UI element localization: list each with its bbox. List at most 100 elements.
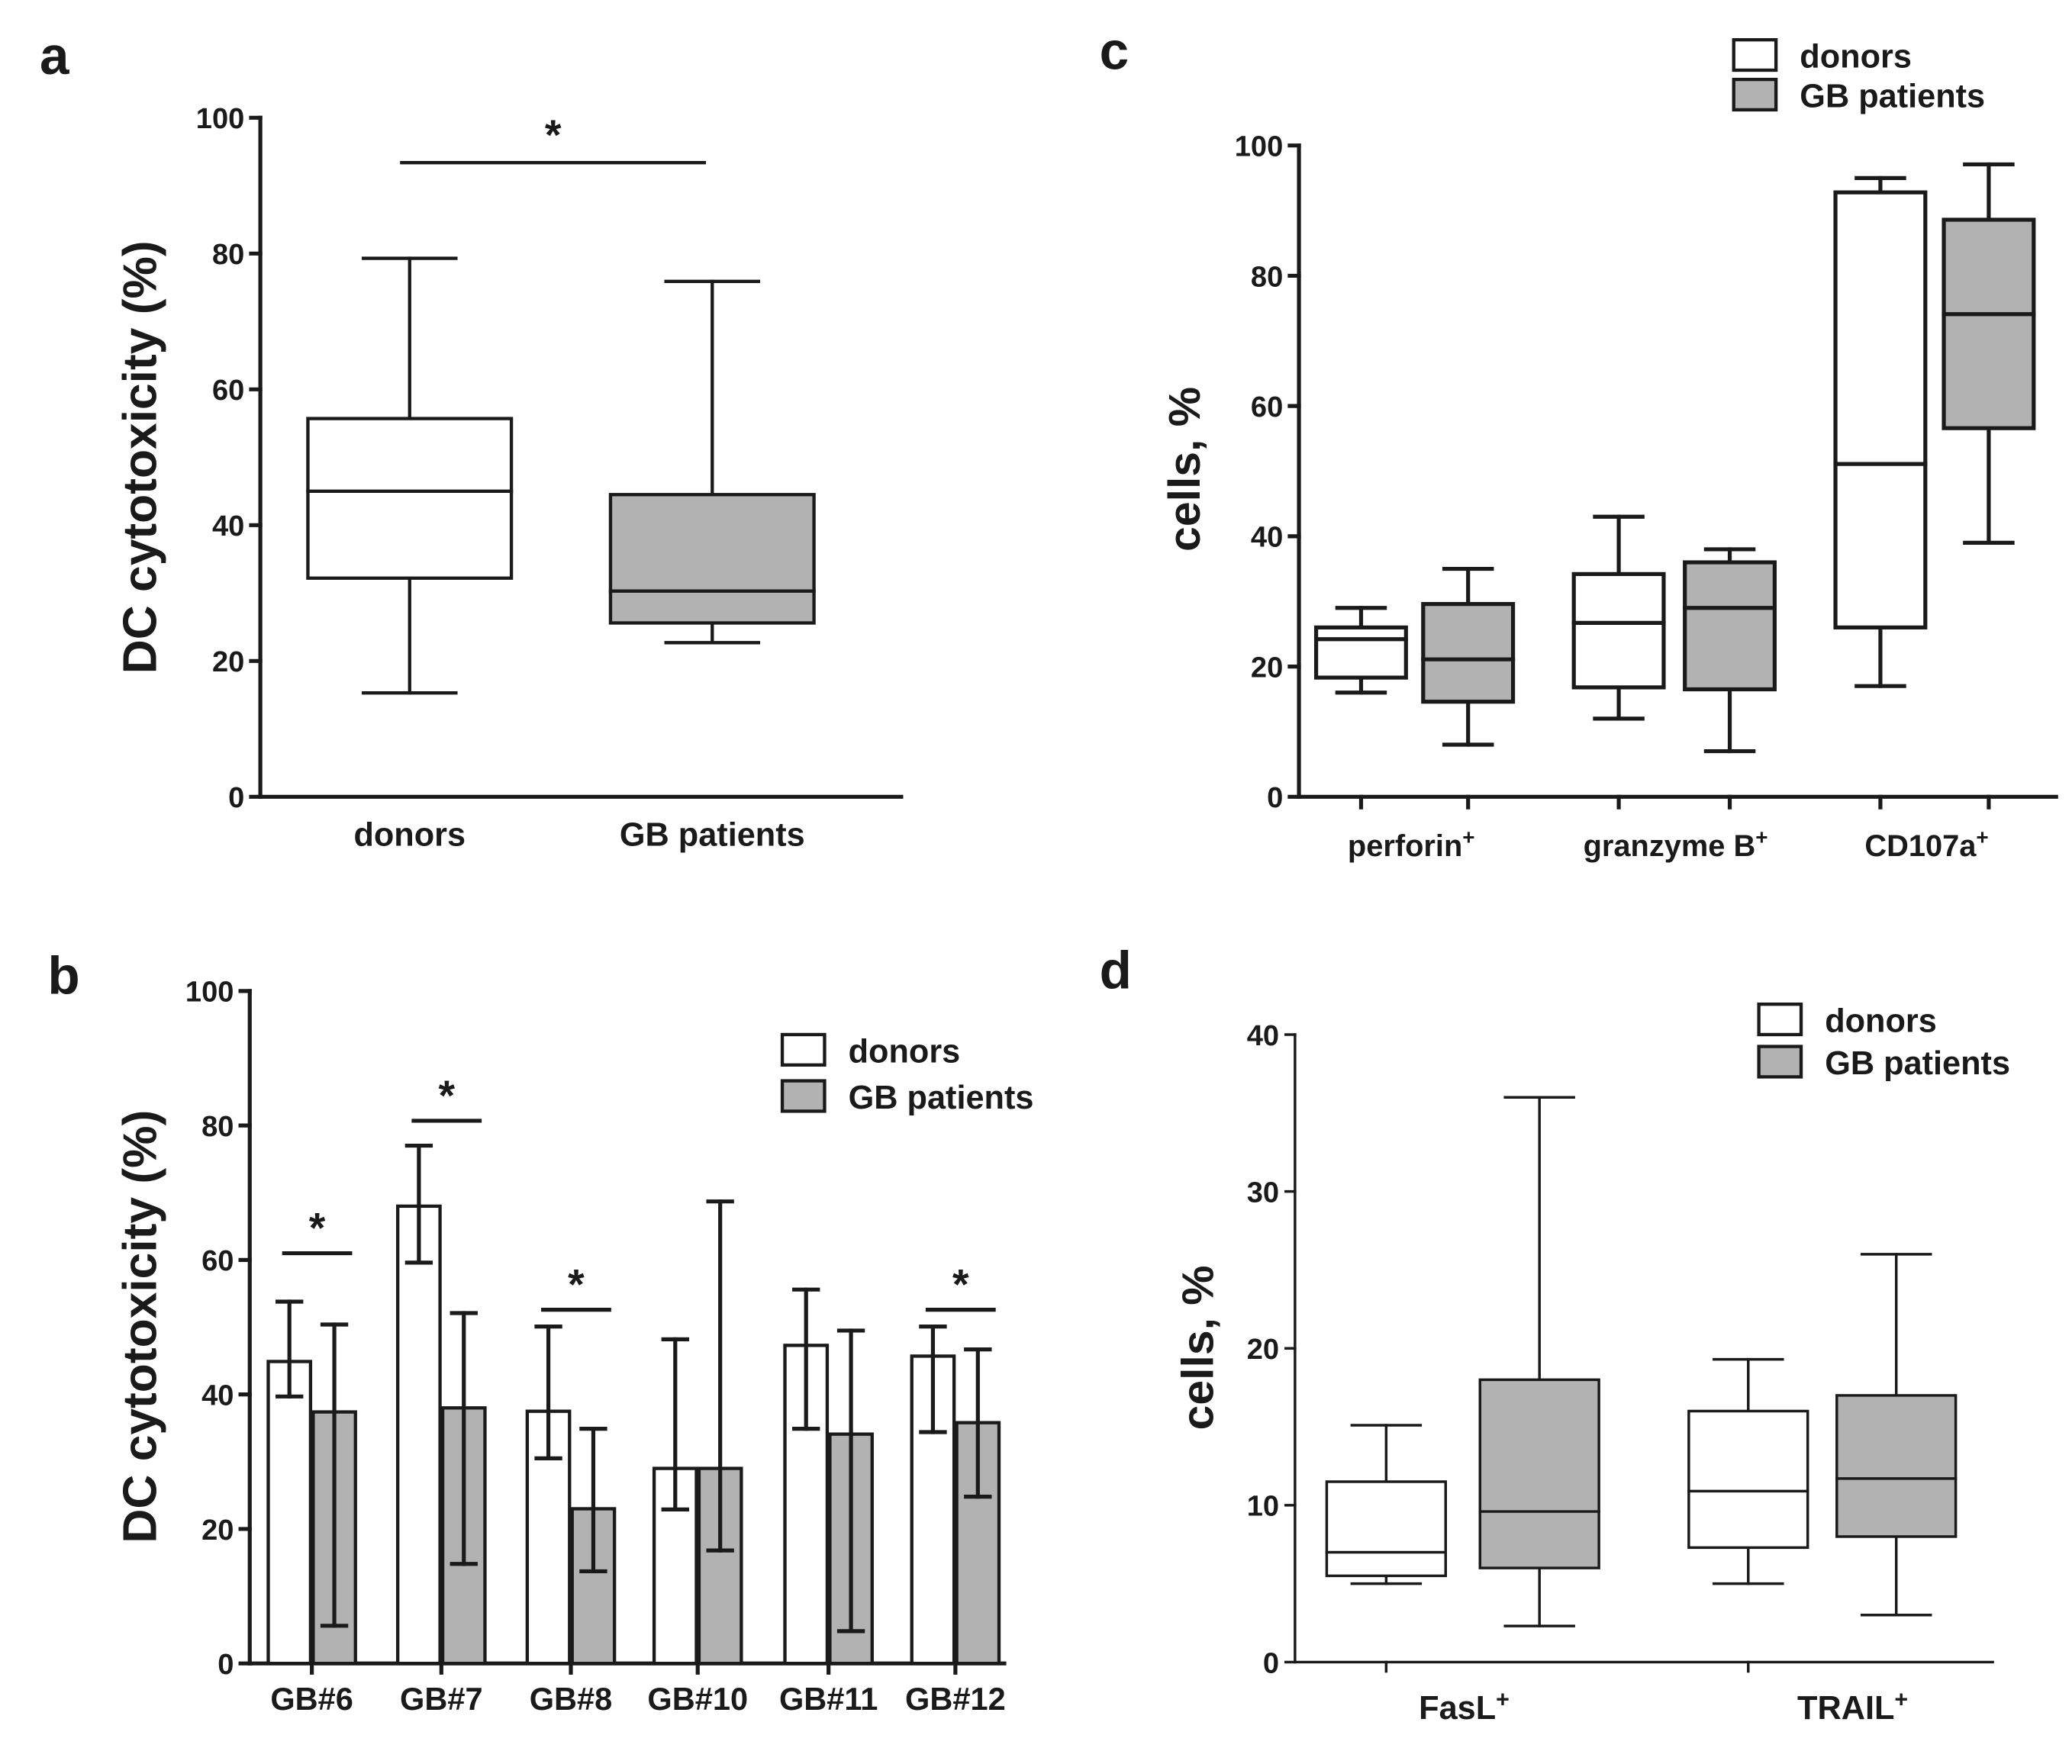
x-tick-label: GB#10 bbox=[647, 1681, 748, 1717]
x-tick-label-sup: + bbox=[1976, 826, 1988, 849]
x-tick-label: CD107a+ bbox=[1864, 826, 1988, 864]
y-tick-label: 20 bbox=[201, 1515, 234, 1547]
box-donors bbox=[1687, 1357, 1809, 1585]
box-donors bbox=[1833, 175, 1928, 688]
bar-donors bbox=[652, 1466, 698, 1666]
x-tick-label-base: granzyme B bbox=[1584, 829, 1756, 863]
y-tick-label: 20 bbox=[1247, 1334, 1279, 1366]
box-iqr bbox=[608, 493, 816, 625]
y-tick-label: 0 bbox=[1263, 1647, 1279, 1679]
box-iqr bbox=[1835, 1394, 1958, 1538]
significance-star: * bbox=[568, 1261, 585, 1309]
legend-swatch-gb-patients bbox=[1732, 77, 1778, 112]
x-tick-label: FasL+ bbox=[1419, 1687, 1510, 1727]
x-tick-label-sup: + bbox=[1462, 826, 1474, 849]
y-tick-label: 0 bbox=[218, 1649, 234, 1681]
panel-a: a 0 20 40 60 80 100 DC cytotoxicity (%) donors GB… bbox=[40, 26, 904, 853]
box-iqr bbox=[1833, 190, 1928, 629]
y-tick-label: 100 bbox=[185, 977, 234, 1009]
legend-label: donors bbox=[1825, 1003, 1937, 1040]
legend-label: GB patients bbox=[849, 1080, 1034, 1116]
y-axis-label: DC cytotoxicity (%) bbox=[114, 1110, 166, 1544]
x-tick-label: GB#8 bbox=[530, 1681, 613, 1717]
y-axis-label: DC cytotoxicity (%) bbox=[114, 240, 166, 674]
legend-swatch-donors bbox=[1757, 1002, 1803, 1037]
box-iqr bbox=[1683, 560, 1777, 692]
y-tick-label: 60 bbox=[1251, 391, 1283, 423]
y-tick-label: 0 bbox=[1267, 782, 1283, 814]
panel-letter-b: b bbox=[47, 945, 79, 1005]
legend-label: GB patients bbox=[1825, 1045, 2010, 1082]
y-tick-label: 20 bbox=[1251, 652, 1283, 684]
y-tick-label: 0 bbox=[228, 782, 244, 814]
y-tick-label: 40 bbox=[1251, 522, 1283, 554]
y-tick-label: 30 bbox=[1247, 1177, 1279, 1209]
panel-letter-d: d bbox=[1100, 940, 1132, 999]
box-iqr bbox=[1941, 217, 2036, 430]
x-tick-label: GB patients bbox=[620, 816, 805, 853]
box-gb-patients bbox=[1835, 1253, 1958, 1617]
x-tick-label: GB#7 bbox=[400, 1681, 483, 1717]
panel-b: b 0 20 40 60 80 100 DC cytotoxicity (%) GB#6 GB#7… bbox=[47, 945, 1033, 1716]
x-tick-label-sup: + bbox=[1894, 1687, 1908, 1712]
y-tick-label: 80 bbox=[1251, 261, 1283, 293]
y-tick-label: 60 bbox=[201, 1245, 234, 1277]
x-tick-label: perforin+ bbox=[1348, 826, 1475, 864]
box-donors bbox=[1325, 1424, 1447, 1585]
legend-label: donors bbox=[1800, 39, 1912, 76]
x-tick-label-base: FasL bbox=[1419, 1690, 1496, 1727]
legend-swatch-gb-patients bbox=[1757, 1045, 1803, 1079]
y-tick-label: 60 bbox=[212, 375, 244, 407]
legend-swatch-gb-patients bbox=[780, 1079, 827, 1113]
box-iqr bbox=[1571, 571, 1666, 690]
x-tick-label: granzyme B+ bbox=[1584, 826, 1768, 864]
bar-donors bbox=[396, 1204, 442, 1666]
x-tick-label-base: perforin bbox=[1348, 829, 1462, 863]
y-tick-label: 80 bbox=[212, 239, 244, 271]
box-gb-patients bbox=[1683, 547, 1777, 754]
x-tick-label-sup: + bbox=[1496, 1687, 1510, 1712]
box-iqr bbox=[1325, 1480, 1447, 1578]
legend-swatch-donors bbox=[1732, 38, 1778, 72]
x-tick-label: GB#6 bbox=[270, 1681, 353, 1717]
x-tick-label-base: TRAIL bbox=[1797, 1690, 1894, 1727]
significance-star: * bbox=[952, 1261, 969, 1309]
y-tick-label: 20 bbox=[212, 646, 244, 678]
panel-letter-a: a bbox=[40, 26, 69, 85]
significance-star: * bbox=[545, 111, 562, 159]
significance-star: * bbox=[309, 1205, 326, 1252]
box-iqr bbox=[306, 417, 514, 580]
panel-letter-c: c bbox=[1100, 21, 1129, 80]
y-axis-label: cells, % bbox=[1174, 1265, 1223, 1430]
bar-donors bbox=[525, 1409, 572, 1666]
x-tick-label: GB#11 bbox=[779, 1681, 878, 1717]
box-gb-patients bbox=[1941, 162, 2036, 545]
x-tick-label: GB#12 bbox=[905, 1681, 1006, 1717]
box-donors bbox=[1313, 606, 1408, 695]
y-tick-label: 100 bbox=[1235, 131, 1284, 163]
significance-star: * bbox=[438, 1072, 455, 1119]
y-tick-label: 80 bbox=[201, 1111, 234, 1143]
y-tick-label: 40 bbox=[1247, 1020, 1279, 1052]
box-iqr bbox=[1421, 602, 1516, 704]
y-tick-label: 10 bbox=[1247, 1491, 1279, 1523]
box-donors bbox=[1571, 514, 1666, 721]
legend-label: GB patients bbox=[1800, 78, 1985, 114]
legend-label: donors bbox=[849, 1033, 961, 1070]
x-tick-label-sup: + bbox=[1755, 826, 1767, 849]
legend-swatch-donors bbox=[780, 1032, 827, 1067]
box-gb-patients bbox=[1421, 566, 1516, 747]
box-iqr bbox=[1478, 1378, 1600, 1569]
y-tick-label: 40 bbox=[212, 510, 244, 542]
box-iqr bbox=[1687, 1409, 1809, 1550]
y-tick-label: 100 bbox=[196, 103, 245, 135]
box-donors bbox=[306, 256, 514, 695]
bar-donors bbox=[266, 1360, 313, 1666]
x-tick-label: donors bbox=[353, 816, 466, 853]
box-gb-patients bbox=[1478, 1096, 1600, 1627]
y-axis-label: cells, % bbox=[1160, 387, 1210, 552]
x-tick-label-base: CD107a bbox=[1864, 829, 1977, 863]
y-tick-label: 40 bbox=[201, 1380, 234, 1412]
